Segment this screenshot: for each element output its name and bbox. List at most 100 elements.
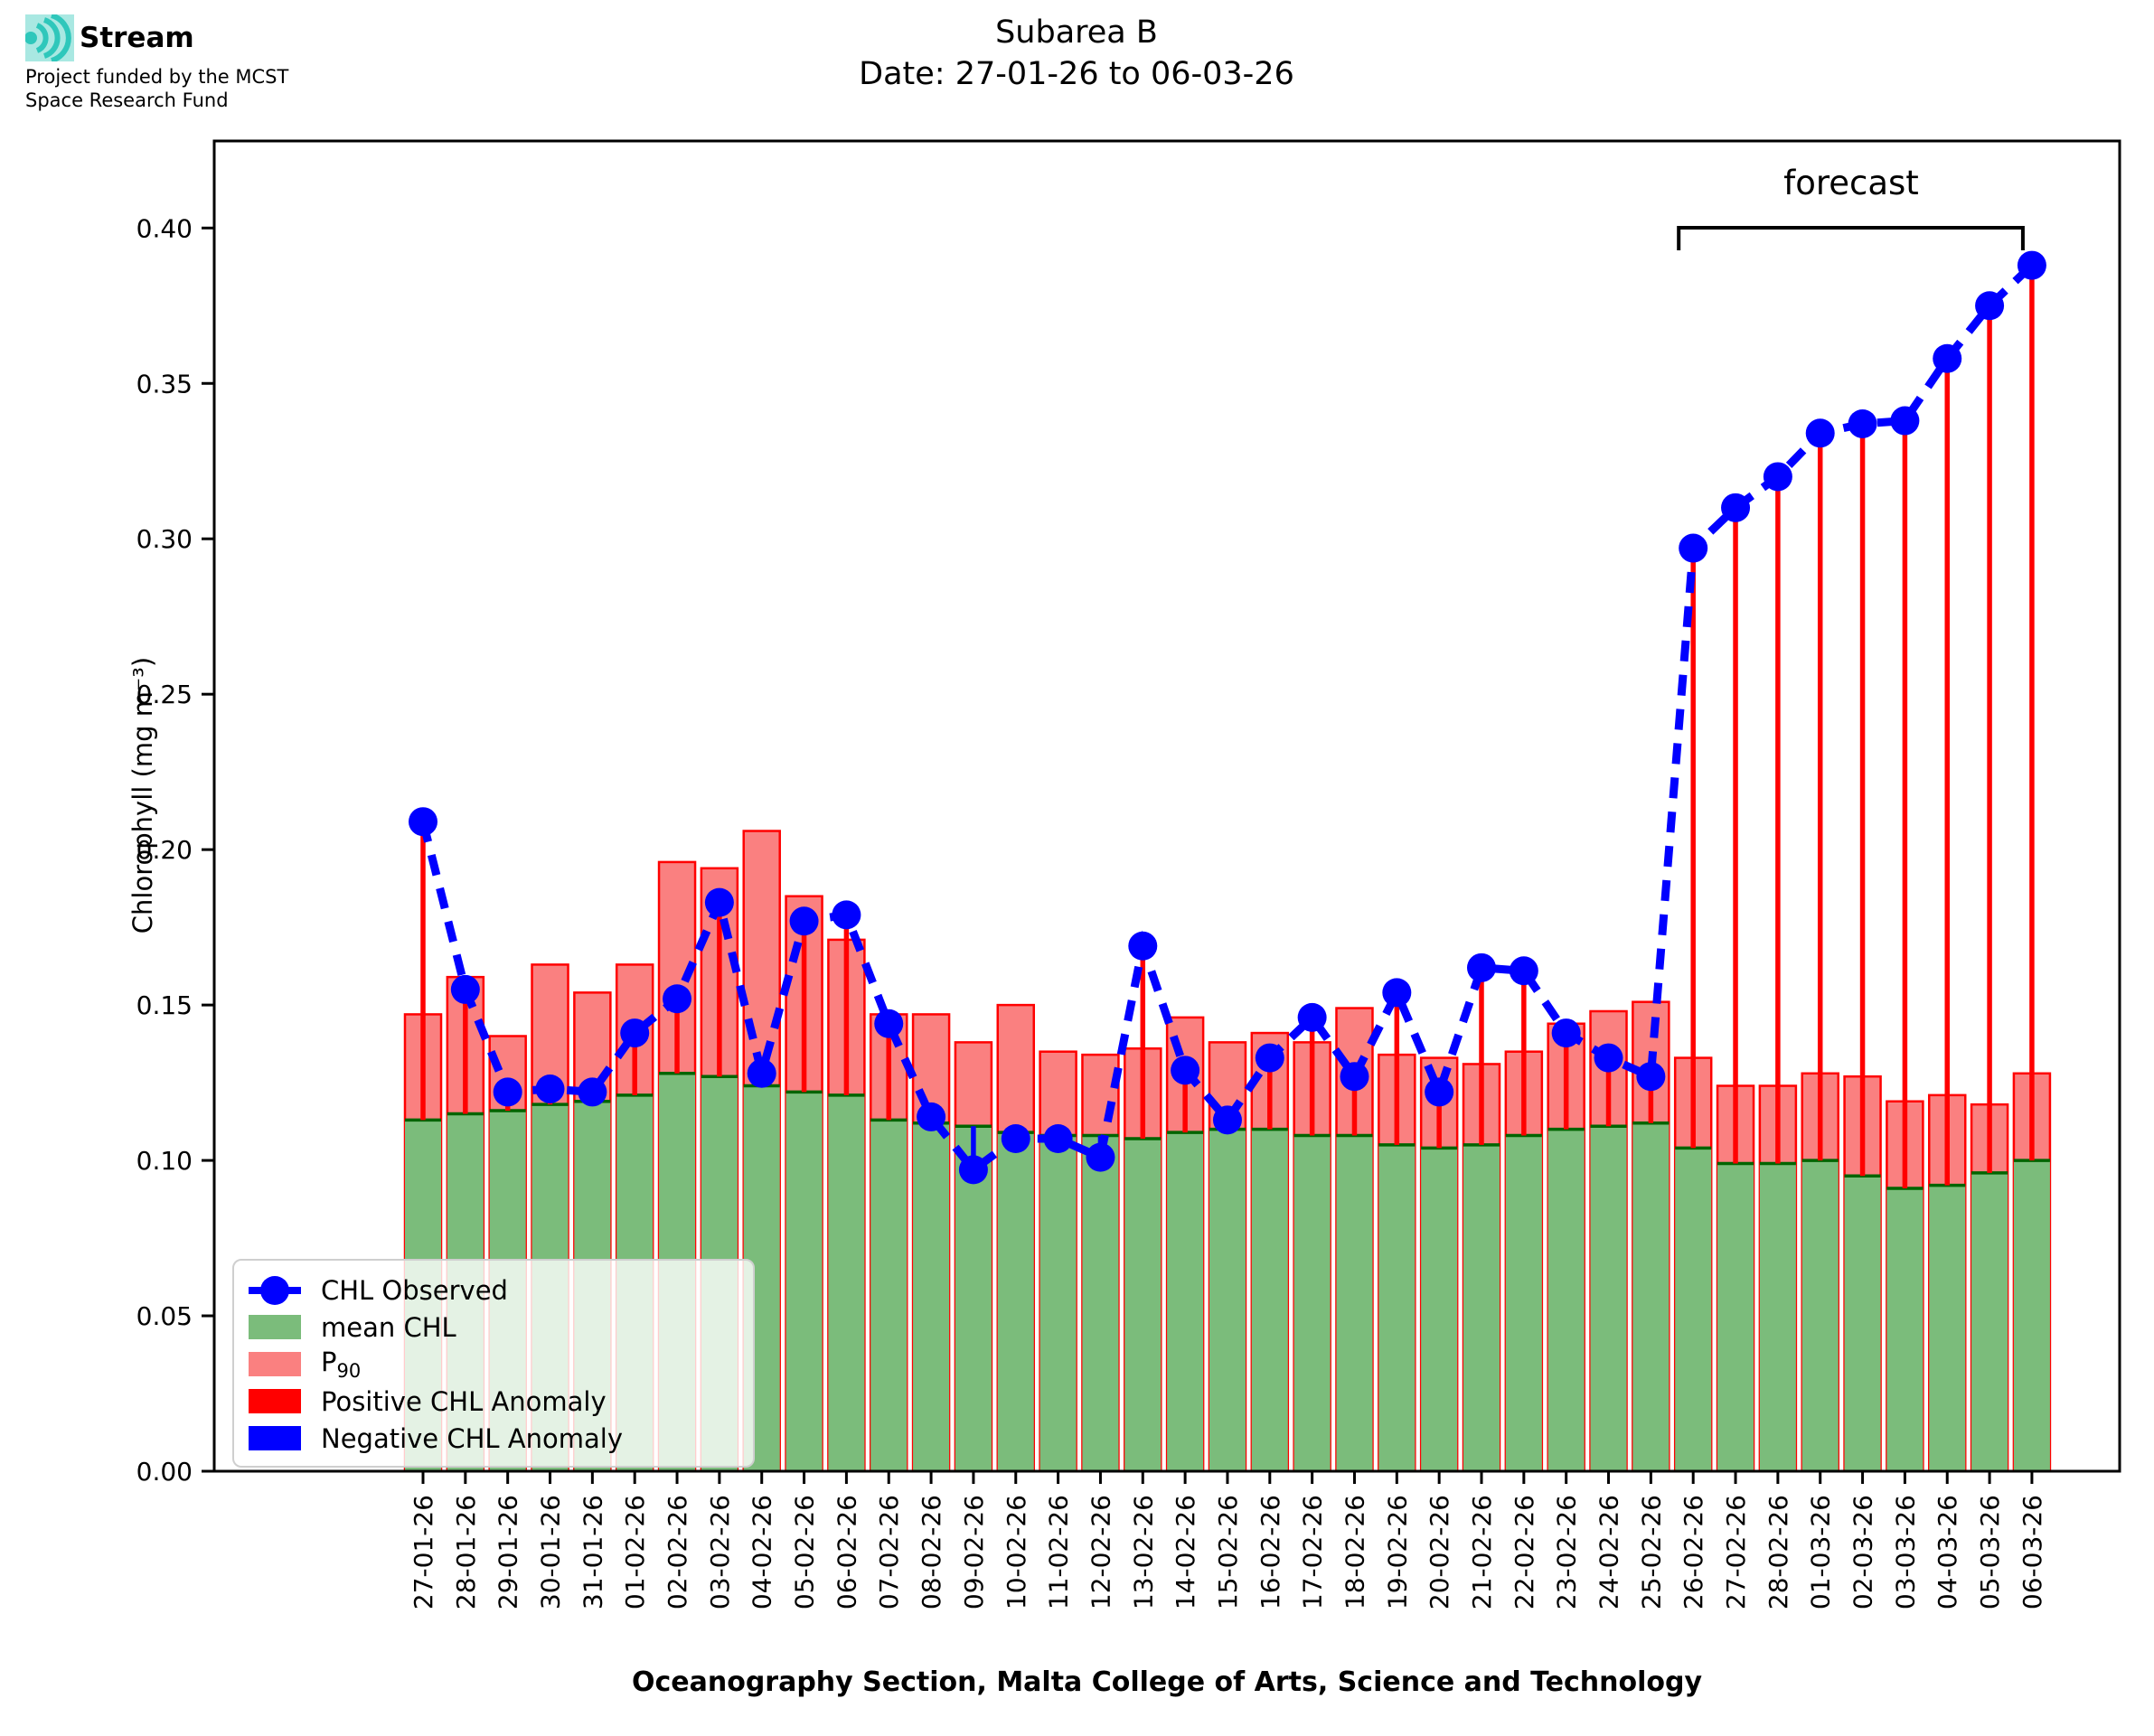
y-tick-label: 0.10: [136, 1146, 193, 1176]
observed-point: [1128, 931, 1158, 961]
mean-bar: [1124, 1139, 1162, 1471]
observed-point: [409, 807, 437, 837]
x-tick-label: 01-03-26: [1806, 1495, 1836, 1609]
x-axis-label: Oceanography Section, Malta College of A…: [631, 1666, 1703, 1698]
mean-bar: [1844, 1176, 1881, 1471]
x-axis-ticks: 27-01-26 28-01-26 29-01-26 30-01-26 31-01-26…: [409, 1471, 2047, 1609]
observed-point: [1425, 1077, 1454, 1107]
x-tick-label: 03-02-26: [705, 1495, 735, 1609]
observed-point: [704, 887, 734, 917]
logo-name: Stream: [80, 22, 194, 54]
mean-bar: [1886, 1188, 1924, 1471]
x-tick-label: 25-02-26: [1636, 1495, 1666, 1609]
plot-border: [212, 139, 2121, 1473]
p90-patch-sample: [249, 1352, 301, 1376]
x-tick-label: 26-02-26: [1679, 1495, 1708, 1609]
x-tick-label: 27-02-26: [1721, 1495, 1751, 1609]
x-tick-label: 27-01-26: [409, 1495, 438, 1609]
legend-label: Positive CHL Anomaly: [321, 1385, 607, 1417]
observed-point: [1467, 952, 1496, 982]
y-tick-label: 0.40: [136, 213, 193, 243]
forecast-annotation: forecast: [1783, 164, 1919, 202]
mean-bar: [913, 1122, 950, 1471]
y-tick-label: 0.30: [136, 524, 193, 554]
observed-series: [419, 262, 2036, 1176]
x-tick-label: 09-02-26: [959, 1495, 989, 1609]
x-tick-label: 14-02-26: [1171, 1495, 1200, 1609]
observed-point: [1043, 1124, 1073, 1153]
observed-point: [1255, 1043, 1284, 1073]
mean-bar: [1421, 1148, 1458, 1471]
mean-bar: [1463, 1144, 1500, 1471]
chart-title-line2: Date: 27-01-26 to 06-03-26: [859, 55, 1294, 92]
observed-point: [1721, 493, 1751, 522]
mean-bar: [1971, 1172, 2008, 1471]
mean-bar: [1039, 1135, 1077, 1471]
y-tick-label: 0.15: [136, 990, 193, 1020]
observed-point: [874, 1009, 904, 1038]
mean-bar: [1632, 1122, 1670, 1471]
observed-point: [917, 1102, 946, 1131]
x-tick-label: 07-02-26: [874, 1495, 904, 1609]
observed-point: [493, 1077, 522, 1107]
y-axis-ticks: 0.00 0.05 0.10 0.15 0.20 0.25 0.30 0.35 0.40: [136, 213, 214, 1487]
observed-point: [620, 1018, 650, 1048]
observed-point: [2017, 250, 2046, 280]
x-tick-label: 03-03-26: [1890, 1495, 1920, 1609]
observed-point: [1509, 956, 1538, 986]
observed-point: [789, 906, 819, 936]
mean-bar: [1209, 1129, 1246, 1471]
legend: CHL Observed mean CHL P90 Positive CHL A…: [232, 1259, 755, 1468]
observed-point: [1848, 408, 1877, 438]
legend-item-p90: P90: [249, 1346, 738, 1383]
chart-title-line1: Subarea B: [995, 14, 1158, 51]
x-tick-label: 13-02-26: [1128, 1495, 1158, 1609]
anomaly-lines: [420, 265, 2035, 1189]
y-tick-label: 0.20: [136, 835, 193, 865]
x-tick-label: 04-02-26: [748, 1495, 777, 1609]
x-tick-label: 02-03-26: [1848, 1495, 1878, 1609]
observed-point: [1975, 291, 2005, 321]
forecast-bracket: [1677, 226, 2025, 250]
mean-bar: [1251, 1129, 1288, 1471]
x-tick-label: 05-02-26: [790, 1495, 820, 1609]
x-tick-label: 28-02-26: [1764, 1495, 1793, 1609]
logo-funding-text: Project funded by the MCST Space Researc…: [25, 66, 289, 112]
y-axis-label: Chlorophyll (mg m⁻³): [127, 656, 158, 934]
mean-bar: [1590, 1126, 1627, 1471]
y-tick-label: 0.35: [136, 369, 193, 399]
mean-bar: [1717, 1163, 1754, 1471]
mean-bar: [997, 1132, 1034, 1471]
x-tick-label: 31-01-26: [578, 1495, 607, 1609]
observed-point: [1763, 462, 1792, 492]
y-tick-label: 0.00: [136, 1457, 193, 1487]
observed-point: [578, 1077, 607, 1107]
observed-point: [1594, 1043, 1623, 1073]
legend-label: mean CHL: [321, 1311, 456, 1343]
positive-anomaly-patch-sample: [249, 1389, 301, 1413]
x-tick-label: 01-02-26: [620, 1495, 650, 1609]
x-tick-label: 06-02-26: [832, 1495, 861, 1609]
x-tick-label: 22-02-26: [1510, 1495, 1539, 1609]
x-tick-label: 29-01-26: [494, 1495, 523, 1609]
observed-markers: [409, 250, 2046, 1185]
mean-chl-patch-sample: [249, 1315, 301, 1339]
x-tick-label: 28-01-26: [451, 1495, 481, 1609]
mean-bar: [1378, 1144, 1416, 1471]
legend-label: Negative CHL Anomaly: [321, 1422, 623, 1454]
x-tick-label: 24-02-26: [1594, 1495, 1624, 1609]
x-tick-label: 08-02-26: [917, 1495, 946, 1609]
x-tick-label: 20-02-26: [1425, 1495, 1454, 1609]
x-tick-label: 02-02-26: [663, 1495, 692, 1609]
legend-label: CHL Observed: [321, 1274, 508, 1306]
x-tick-label: 11-02-26: [1044, 1495, 1074, 1609]
observed-line-marker-sample: [249, 1275, 301, 1305]
legend-item-positive-anomaly: Positive CHL Anomaly: [249, 1383, 738, 1420]
legend-label-p90: P90: [321, 1347, 362, 1382]
legend-item-negative-anomaly: Negative CHL Anomaly: [249, 1420, 738, 1457]
mean-bar: [870, 1120, 908, 1471]
observed-point: [1890, 406, 1920, 436]
observed-point: [832, 900, 861, 930]
observed-point: [1297, 1002, 1327, 1032]
